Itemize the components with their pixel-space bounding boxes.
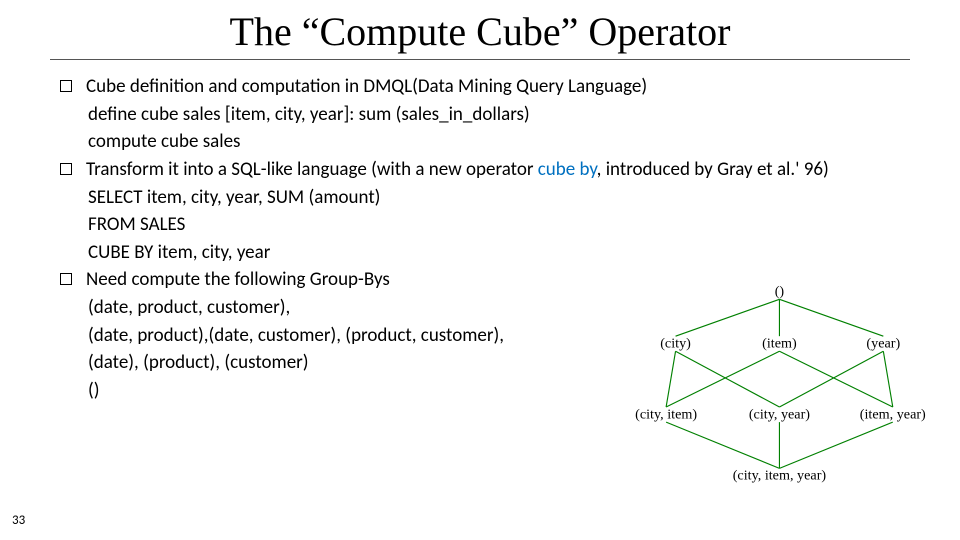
bullet-2-pre: Transform it into a SQL-like language (w… <box>86 158 538 181</box>
page-number: 33 <box>12 513 25 528</box>
cube-by-operator: cube by <box>538 158 597 181</box>
lattice-node-year: (year) <box>866 336 900 352</box>
lattice-node-bot: (city, item, year) <box>733 468 827 484</box>
lattice-node-iy: (item, year) <box>860 406 926 422</box>
lattice-diagram: () (city) (item) (year) (city, item) (city, y… <box>600 270 940 510</box>
lattice-node-top: () <box>775 284 785 300</box>
bullet-2-line-1: SELECT item, city, year, SUM (amount) <box>88 185 920 211</box>
lattice-edge <box>676 351 780 407</box>
bullet-1-text: Cube definition and computation in DMQL(… <box>86 74 920 100</box>
square-bullet-icon <box>60 273 72 285</box>
square-bullet-icon <box>60 80 72 92</box>
lattice-edge <box>666 422 779 468</box>
square-bullet-icon <box>60 163 72 175</box>
lattice-node-ci: (city, item) <box>635 406 697 422</box>
lattice-node-item: (item) <box>762 336 797 352</box>
lattice-edge <box>676 299 780 336</box>
bullet-2-line-2: FROM SALES <box>88 212 920 238</box>
lattice-edge <box>883 351 892 407</box>
bullet-1-line-2: compute cube sales <box>88 129 920 155</box>
lattice-edge <box>666 351 675 407</box>
lattice-edge <box>779 351 883 407</box>
lattice-node-cy: (city, year) <box>749 406 810 422</box>
bullet-2-text: Transform it into a SQL-like language (w… <box>86 157 920 183</box>
bullet-2-post: , introduced by Gray et al.' 96) <box>597 158 829 181</box>
lattice-node-city: (city) <box>660 336 691 352</box>
bullet-1: Cube definition and computation in DMQL(… <box>60 74 920 100</box>
lattice-edge <box>779 422 892 468</box>
lattice-edge <box>779 299 883 336</box>
bullet-2: Transform it into a SQL-like language (w… <box>60 157 920 183</box>
slide-title: The “Compute Cube” Operator <box>0 0 960 59</box>
bullet-2-line-3: CUBE BY item, city, year <box>88 240 920 266</box>
lattice-edge <box>779 351 892 407</box>
lattice-edge <box>666 351 779 407</box>
bullet-1-line-1: define cube sales [item, city, year]: su… <box>88 102 920 128</box>
